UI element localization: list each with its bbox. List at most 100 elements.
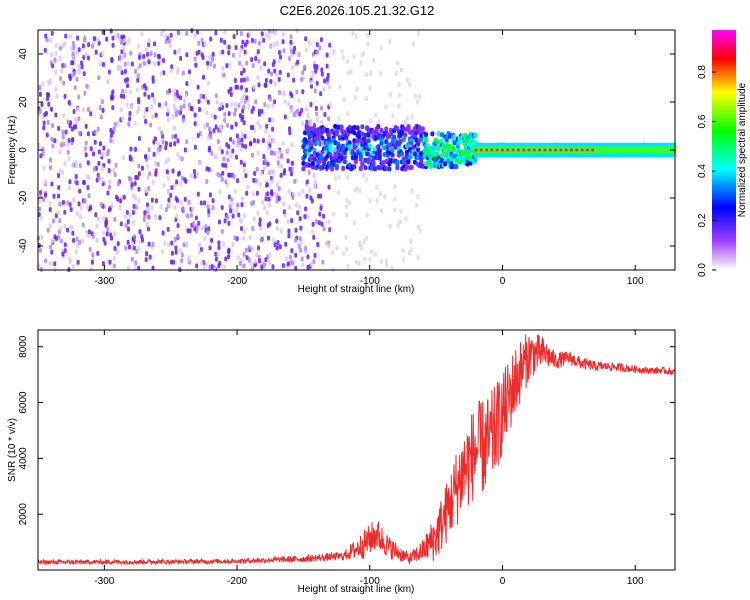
spectrogram-noise-dot — [142, 53, 146, 59]
spectrogram-signal-dot — [384, 158, 389, 164]
spectrogram-noise-dot — [287, 101, 291, 107]
spectrogram-noise-dot — [197, 99, 201, 105]
spectrogram-noise-dot — [283, 168, 287, 174]
spectrogram-noise-dot — [80, 238, 84, 244]
spectrogram-noise-dot — [216, 139, 220, 145]
spectrogram-signal-dot — [360, 131, 365, 137]
spectrogram-noise-dot — [158, 215, 162, 221]
spectrogram-noise-dot — [66, 200, 70, 206]
spectrogram-noise-dot — [267, 196, 271, 202]
spectrogram-signal-dot — [436, 131, 441, 137]
spectrogram-noise-dot — [150, 205, 154, 211]
spectrogram-noise-dot — [342, 251, 346, 257]
spectrogram-noise-dot — [388, 223, 392, 229]
spectrogram-noise-dot — [154, 214, 158, 220]
spectrogram-noise-dot — [180, 257, 184, 263]
spectrogram-noise-dot — [261, 199, 265, 205]
spectrogram-noise-dot — [71, 137, 75, 143]
spectrogram-noise-dot — [189, 173, 193, 179]
snr-y-ticks: 2000 4000 6000 8000 — [18, 335, 675, 525]
spectrogram-noise-dot — [250, 57, 254, 63]
spectrogram-noise-dot — [290, 142, 294, 148]
spectrogram-noise-dot — [112, 126, 116, 132]
spectrogram-noise-dot — [106, 190, 110, 196]
spectrogram-noise-dot — [87, 175, 91, 181]
spectrogram-noise-dot — [156, 161, 160, 167]
spectrogram-noise-dot — [257, 111, 261, 117]
spectrogram-noise-dot — [38, 84, 42, 90]
spectrogram-noise-dot — [270, 189, 274, 195]
spectrogram-signal-dot — [325, 140, 330, 146]
spectrogram-noise-dot — [323, 111, 327, 117]
spectrogram-signal-dot — [339, 124, 344, 130]
spectrogram-noise-dot — [193, 56, 197, 62]
spectrogram-noise-dot — [74, 174, 78, 180]
spectrogram-noise-dot — [368, 198, 372, 204]
spectrogram-noise-dot — [286, 218, 290, 224]
spectrogram-signal-dot — [315, 134, 320, 140]
spectrogram-noise-dot — [358, 188, 362, 194]
spectrogram-noise-dot — [289, 39, 293, 45]
spectrogram-signal-dot — [357, 130, 362, 136]
spectrogram-noise-dot — [143, 210, 147, 216]
carrier-peak-dot — [580, 148, 584, 152]
spectrogram-signal-dot — [463, 145, 468, 151]
spectrogram-signal-dot — [406, 143, 411, 149]
spectrogram-noise-dot — [66, 119, 70, 125]
spectrogram-noise-dot — [47, 101, 51, 107]
spectrogram-noise-dot — [288, 166, 292, 172]
spectrogram-noise-dot — [220, 205, 224, 211]
spectrogram-noise-dot — [223, 39, 227, 45]
spectrogram-noise-dot — [259, 225, 263, 231]
carrier-peak-dot — [474, 148, 478, 152]
spectrogram-noise-dot — [264, 82, 268, 88]
spectrogram-noise-dot — [173, 141, 177, 147]
spectrogram-signal-dot — [414, 129, 419, 135]
spectrogram-noise-dot — [143, 91, 147, 97]
spectrogram-noise-dot — [231, 52, 235, 58]
spectrogram-noise-dot — [59, 226, 63, 232]
spectrogram-noise-dot — [181, 117, 185, 123]
spectrogram-noise-dot — [305, 214, 309, 220]
spectrogram-signal-dot — [352, 130, 357, 136]
spectrogram-noise-dot — [169, 259, 173, 265]
spectrogram-noise-dot — [67, 100, 71, 106]
spectrogram-noise-dot — [130, 182, 134, 188]
spectrogram-noise-dot — [197, 49, 201, 55]
spectrogram-signal-dot — [406, 159, 411, 165]
spectrogram-noise-dot — [308, 40, 312, 46]
spectrogram-noise-dot — [164, 39, 168, 45]
spectrogram-noise-dot — [290, 160, 294, 166]
spectrogram-noise-dot — [416, 224, 420, 230]
spectrogram-noise-dot — [60, 142, 64, 148]
spectrogram-noise-dot — [233, 188, 237, 194]
spectrogram-noise-dot — [267, 68, 271, 74]
spectrogram-noise-dot — [137, 97, 141, 103]
spectrogram-noise-dot — [53, 138, 57, 144]
spectrogram-noise-dot — [111, 105, 115, 111]
spectrogram-noise-dot — [255, 252, 259, 258]
spectrogram-signal-dot — [412, 159, 417, 165]
spectrogram-noise-dot — [115, 194, 119, 200]
spectrogram-noise-dot — [39, 153, 43, 159]
spectrogram-signal-dot — [424, 137, 429, 143]
spectrogram-noise-dot — [255, 166, 259, 172]
spectrogram-signal-dot — [336, 149, 341, 155]
spectrogram-noise-dot — [397, 92, 401, 98]
spectrogram-noise-dot — [253, 38, 257, 44]
spectrogram-noise-dot — [198, 106, 202, 112]
spectrogram-noise-dot — [166, 226, 170, 232]
spectrogram-noise-dot — [327, 243, 331, 249]
spectrogram-noise-dot — [279, 163, 283, 169]
spectrogram-noise-dot — [110, 95, 114, 101]
spectrogram-signal-dot — [361, 149, 366, 155]
spectrogram-noise-dot — [238, 52, 242, 58]
spectrogram-noise-dot — [101, 151, 105, 157]
spectrogram-noise-dot — [137, 198, 141, 204]
spectrogram-noise-dot — [209, 36, 213, 42]
spectrogram-noise-dot — [286, 72, 290, 78]
spectrogram-noise-dot — [325, 52, 329, 58]
spectrogram-noise-dot — [224, 179, 228, 185]
spectrogram-noise-dot — [268, 169, 272, 175]
